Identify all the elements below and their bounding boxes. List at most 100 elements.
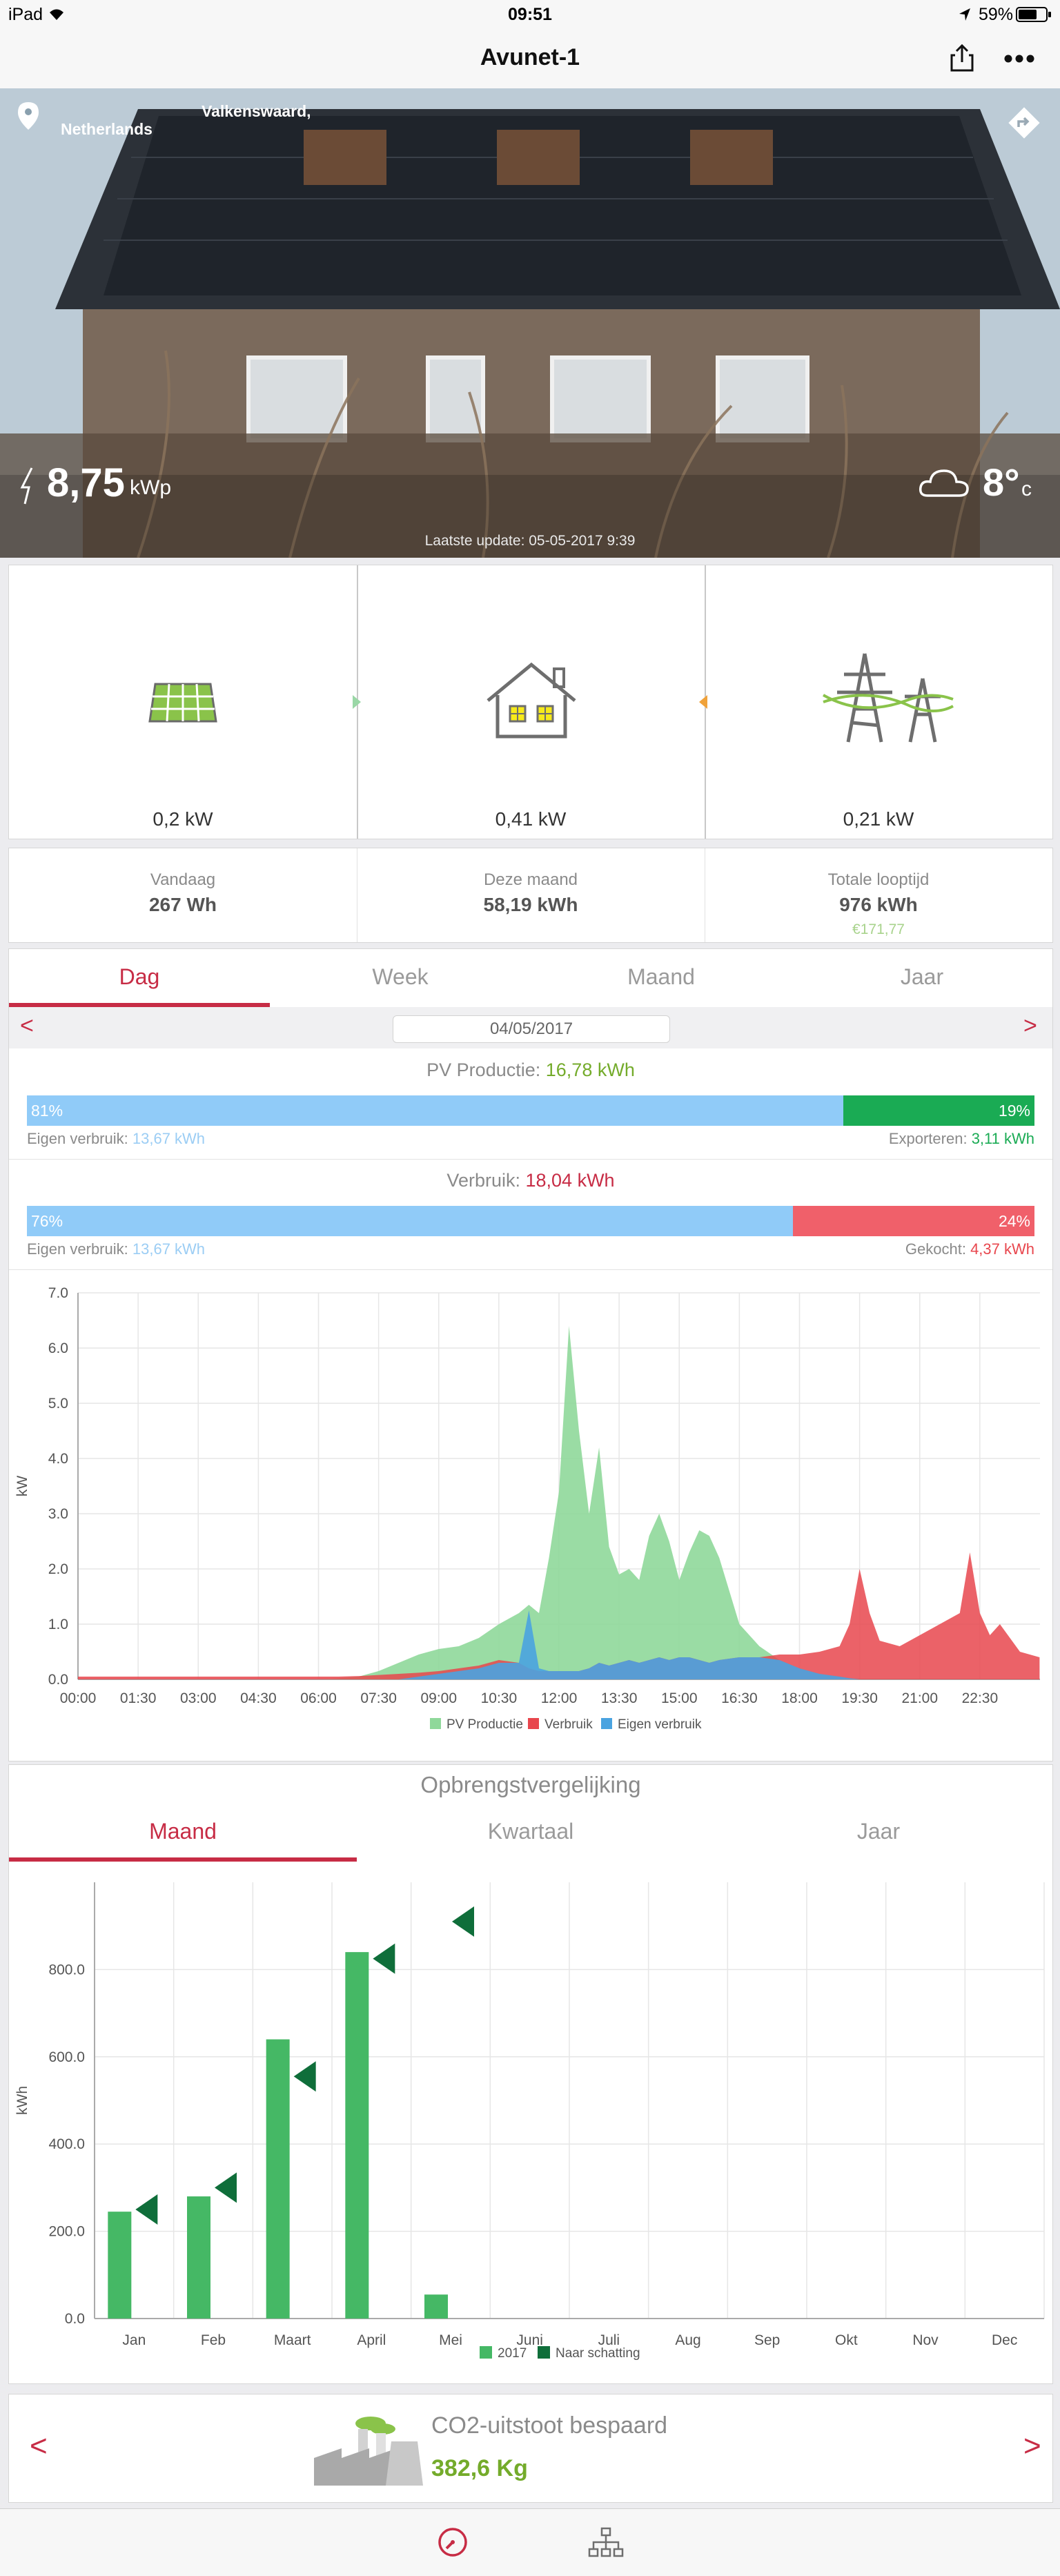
legend-label: PV Productie (446, 1717, 523, 1732)
page-title: Avunet-1 (480, 44, 580, 70)
solar-panel-icon (148, 683, 217, 723)
co2-value: 382,6 Kg (431, 2455, 528, 2481)
x-tick-label: 10:30 (481, 1690, 518, 1706)
y-axis-label: kWh (14, 2086, 30, 2115)
tab-comparison-maand[interactable]: Maand (149, 1819, 217, 1844)
grid-power-value: 0,21 kW (843, 808, 914, 830)
production-card: Dag Week Maand Jaar < 04/05/2017 > PV Pr… (8, 948, 1053, 1762)
consumption-self-use-pct: 76% (31, 1212, 63, 1230)
y-tick-label: 3.0 (48, 1506, 68, 1522)
y-tick-label: 400.0 (48, 2136, 85, 2152)
battery-icon (1016, 7, 1051, 22)
y-axis-label: kW (14, 1476, 30, 1497)
x-tick-label: 18:00 (781, 1690, 818, 1706)
x-tick-label: 00:00 (60, 1690, 97, 1706)
x-tick-label: 22:30 (962, 1690, 999, 1706)
comparison-title: Opbrengstvergelijking (420, 1772, 641, 1797)
pv-self-use-pct: 81% (31, 1102, 63, 1120)
x-tick-label: 09:00 (420, 1690, 457, 1706)
co2-prev-button[interactable]: < (30, 2429, 48, 2463)
directions-icon[interactable] (1006, 105, 1042, 141)
peak-power-unit: kWp (130, 476, 171, 499)
sitemap-icon[interactable] (588, 2526, 624, 2559)
date-prev-button[interactable]: < (20, 1013, 34, 1039)
x-tick-label: Aug (675, 2332, 700, 2348)
location-city: Valkenswaard, (202, 102, 311, 120)
lightning-icon (20, 467, 33, 505)
month-label: Deze maand (483, 870, 578, 889)
y-tick-label: 600.0 (48, 2049, 85, 2065)
x-tick-label: Sep (754, 2332, 780, 2348)
pv-export-value: 3,11 kWh (971, 1130, 1034, 1147)
flow-home[interactable]: 0,41 kW (357, 565, 706, 839)
today-label: Vandaag (150, 870, 216, 889)
co2-next-button[interactable]: > (1023, 2429, 1041, 2463)
tab-comparison-jaar[interactable]: Jaar (856, 1819, 901, 1844)
device-name: iPad (8, 5, 43, 24)
stat-month: Deze maand 58,19 kWh (357, 848, 705, 942)
bar-2017 (266, 2039, 290, 2319)
pv-export-segment: 19% (843, 1095, 1034, 1126)
estimate-marker (293, 2061, 316, 2092)
consumption-self-use-segment: 76% (27, 1206, 793, 1236)
consumption-self-use-value: 13,67 kWh (132, 1240, 206, 1258)
daily-power-chart[interactable]: 0.0 1.0 2.0 3.0 4.0 5.0 6.0 7.0 00:00 01:30 03:00 0… (9, 1271, 1052, 1761)
temperature-unit: c (1021, 478, 1032, 500)
bar-2017 (345, 1952, 369, 2319)
pv-export-caption: Exporteren: 3,11 kWh (889, 1130, 1034, 1148)
temperature: 8° (983, 460, 1020, 504)
monthly-yield-chart[interactable]: 0.0 200.0 400.0 600.0 800.0 kWh Jan Feb Maart Apr… (9, 1866, 1052, 2381)
x-tick-label: 13:30 (601, 1690, 638, 1706)
peak-power: 8,75 (47, 460, 125, 505)
y-tick-label: 0.0 (65, 2311, 85, 2327)
pv-production-heading: PV Productie: 16,78 kWh (9, 1060, 1052, 1081)
flow-grid[interactable]: 0,21 kW (705, 565, 1052, 839)
flow-solar[interactable]: 0,2 kW (9, 565, 358, 839)
legend-swatch (528, 1718, 539, 1729)
consumption-bought-caption: Gekocht: 4,37 kWh (905, 1240, 1034, 1258)
divider (9, 1269, 1052, 1270)
y-tick-label: 5.0 (48, 1396, 68, 1412)
tab-jaar[interactable]: Jaar (900, 964, 944, 989)
flow-arrow-right-icon (353, 695, 361, 709)
x-tick-label: 12:00 (541, 1690, 578, 1706)
tab-maand[interactable]: Maand (627, 964, 695, 989)
stat-today: Vandaag 267 Wh (9, 848, 357, 942)
tab-comparison-kwartaal[interactable]: Kwartaal (487, 1819, 574, 1844)
location-arrow-icon (959, 8, 970, 21)
x-tick-label: 21:00 (901, 1690, 938, 1706)
consumption-label: Verbruik: (446, 1170, 520, 1191)
dashboard-gauge-icon[interactable] (436, 2526, 469, 2559)
more-options-icon[interactable] (1003, 54, 1035, 64)
house-icon (487, 662, 576, 739)
y-tick-label: 2.0 (48, 1561, 68, 1577)
clock: 09:51 (508, 5, 552, 24)
y-tick-label: 0.0 (48, 1672, 68, 1688)
pv-split-bar: 81% 19% (27, 1095, 1034, 1126)
consumption-self-use-text: Eigen verbruik: (27, 1240, 128, 1258)
home-power-value: 0,41 kW (495, 808, 567, 830)
tab-dag[interactable]: Dag (119, 964, 160, 989)
consumption-bought-segment: 24% (792, 1206, 1034, 1236)
pv-production-value: 16,78 kWh (545, 1060, 635, 1080)
x-tick-label: 01:30 (120, 1690, 157, 1706)
y-tick-label: 6.0 (48, 1340, 68, 1356)
consumption-bought-text: Gekocht: (905, 1240, 966, 1258)
bar-2017 (108, 2212, 132, 2319)
x-tick-label: April (357, 2332, 386, 2348)
legend-swatch (430, 1718, 441, 1729)
pv-self-use-text: Eigen verbruik: (27, 1130, 128, 1147)
energy-flow-card: 0,2 kW 0,41 kW 0,21 kW (8, 565, 1053, 839)
active-tab-indicator (9, 1857, 357, 1862)
date-field[interactable]: 04/05/2017 (393, 1015, 670, 1043)
tab-week[interactable]: Week (372, 964, 429, 989)
date-next-button[interactable]: > (1023, 1013, 1037, 1039)
divider (9, 1159, 1052, 1160)
estimate-marker (373, 1943, 395, 1974)
solar-power-value: 0,2 kW (153, 808, 213, 830)
legend-label: Verbruik (544, 1717, 593, 1732)
factory-icon (314, 2417, 423, 2486)
pv-export-text: Exporteren: (888, 1130, 968, 1147)
y-tick-label: 4.0 (48, 1451, 68, 1467)
share-icon[interactable] (950, 43, 974, 73)
